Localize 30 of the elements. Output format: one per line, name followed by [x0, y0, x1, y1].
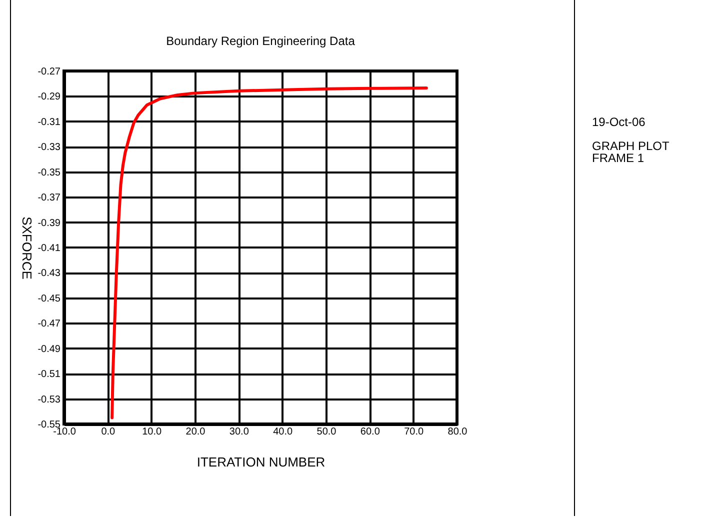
y-tick-label: -0.27: [38, 66, 61, 78]
x-tick-label: -10.0: [53, 426, 76, 438]
x-tick-label: 0.0: [101, 426, 116, 438]
x-tick-label: 10.0: [142, 426, 162, 438]
y-axis-title: SXFORCE: [20, 216, 35, 280]
y-tick-label: -0.51: [38, 369, 61, 380]
y-tick-label: -0.39: [38, 218, 61, 229]
y-tick-label: -0.41: [38, 243, 61, 254]
y-tick-label: -0.31: [38, 116, 61, 128]
x-axis-title: ITERATION NUMBER: [196, 454, 326, 470]
x-tick-label: 80.0: [448, 426, 468, 438]
text: GRAPH PLOT FRAME 1: [592, 139, 670, 165]
y-tick-label: -0.45: [38, 293, 61, 304]
x-tick-label: 70.0: [404, 426, 424, 438]
y-tick-label: -0.47: [38, 318, 61, 330]
y-tick-label: -0.53: [38, 394, 61, 406]
x-tick-label: 30.0: [229, 426, 250, 438]
text: 19-Oct-06: [592, 115, 646, 129]
y-tick-label: -0.33: [38, 142, 61, 154]
x-tick-label: 40.0: [273, 426, 293, 438]
y-tick-label: -0.37: [38, 192, 61, 204]
x-tick-label: 50.0: [316, 426, 337, 438]
chart-title: Boundary Region Engineering Data: [166, 34, 356, 48]
y-tick-label: -0.35: [38, 167, 61, 178]
y-tick-label: -0.43: [38, 268, 61, 280]
y-tick-label: -0.29: [38, 92, 61, 103]
x-tick-label: 20.0: [186, 426, 206, 438]
y-tick-label: -0.49: [38, 344, 61, 355]
x-tick-label: 60.0: [360, 426, 380, 438]
line-series: [110, 86, 428, 420]
